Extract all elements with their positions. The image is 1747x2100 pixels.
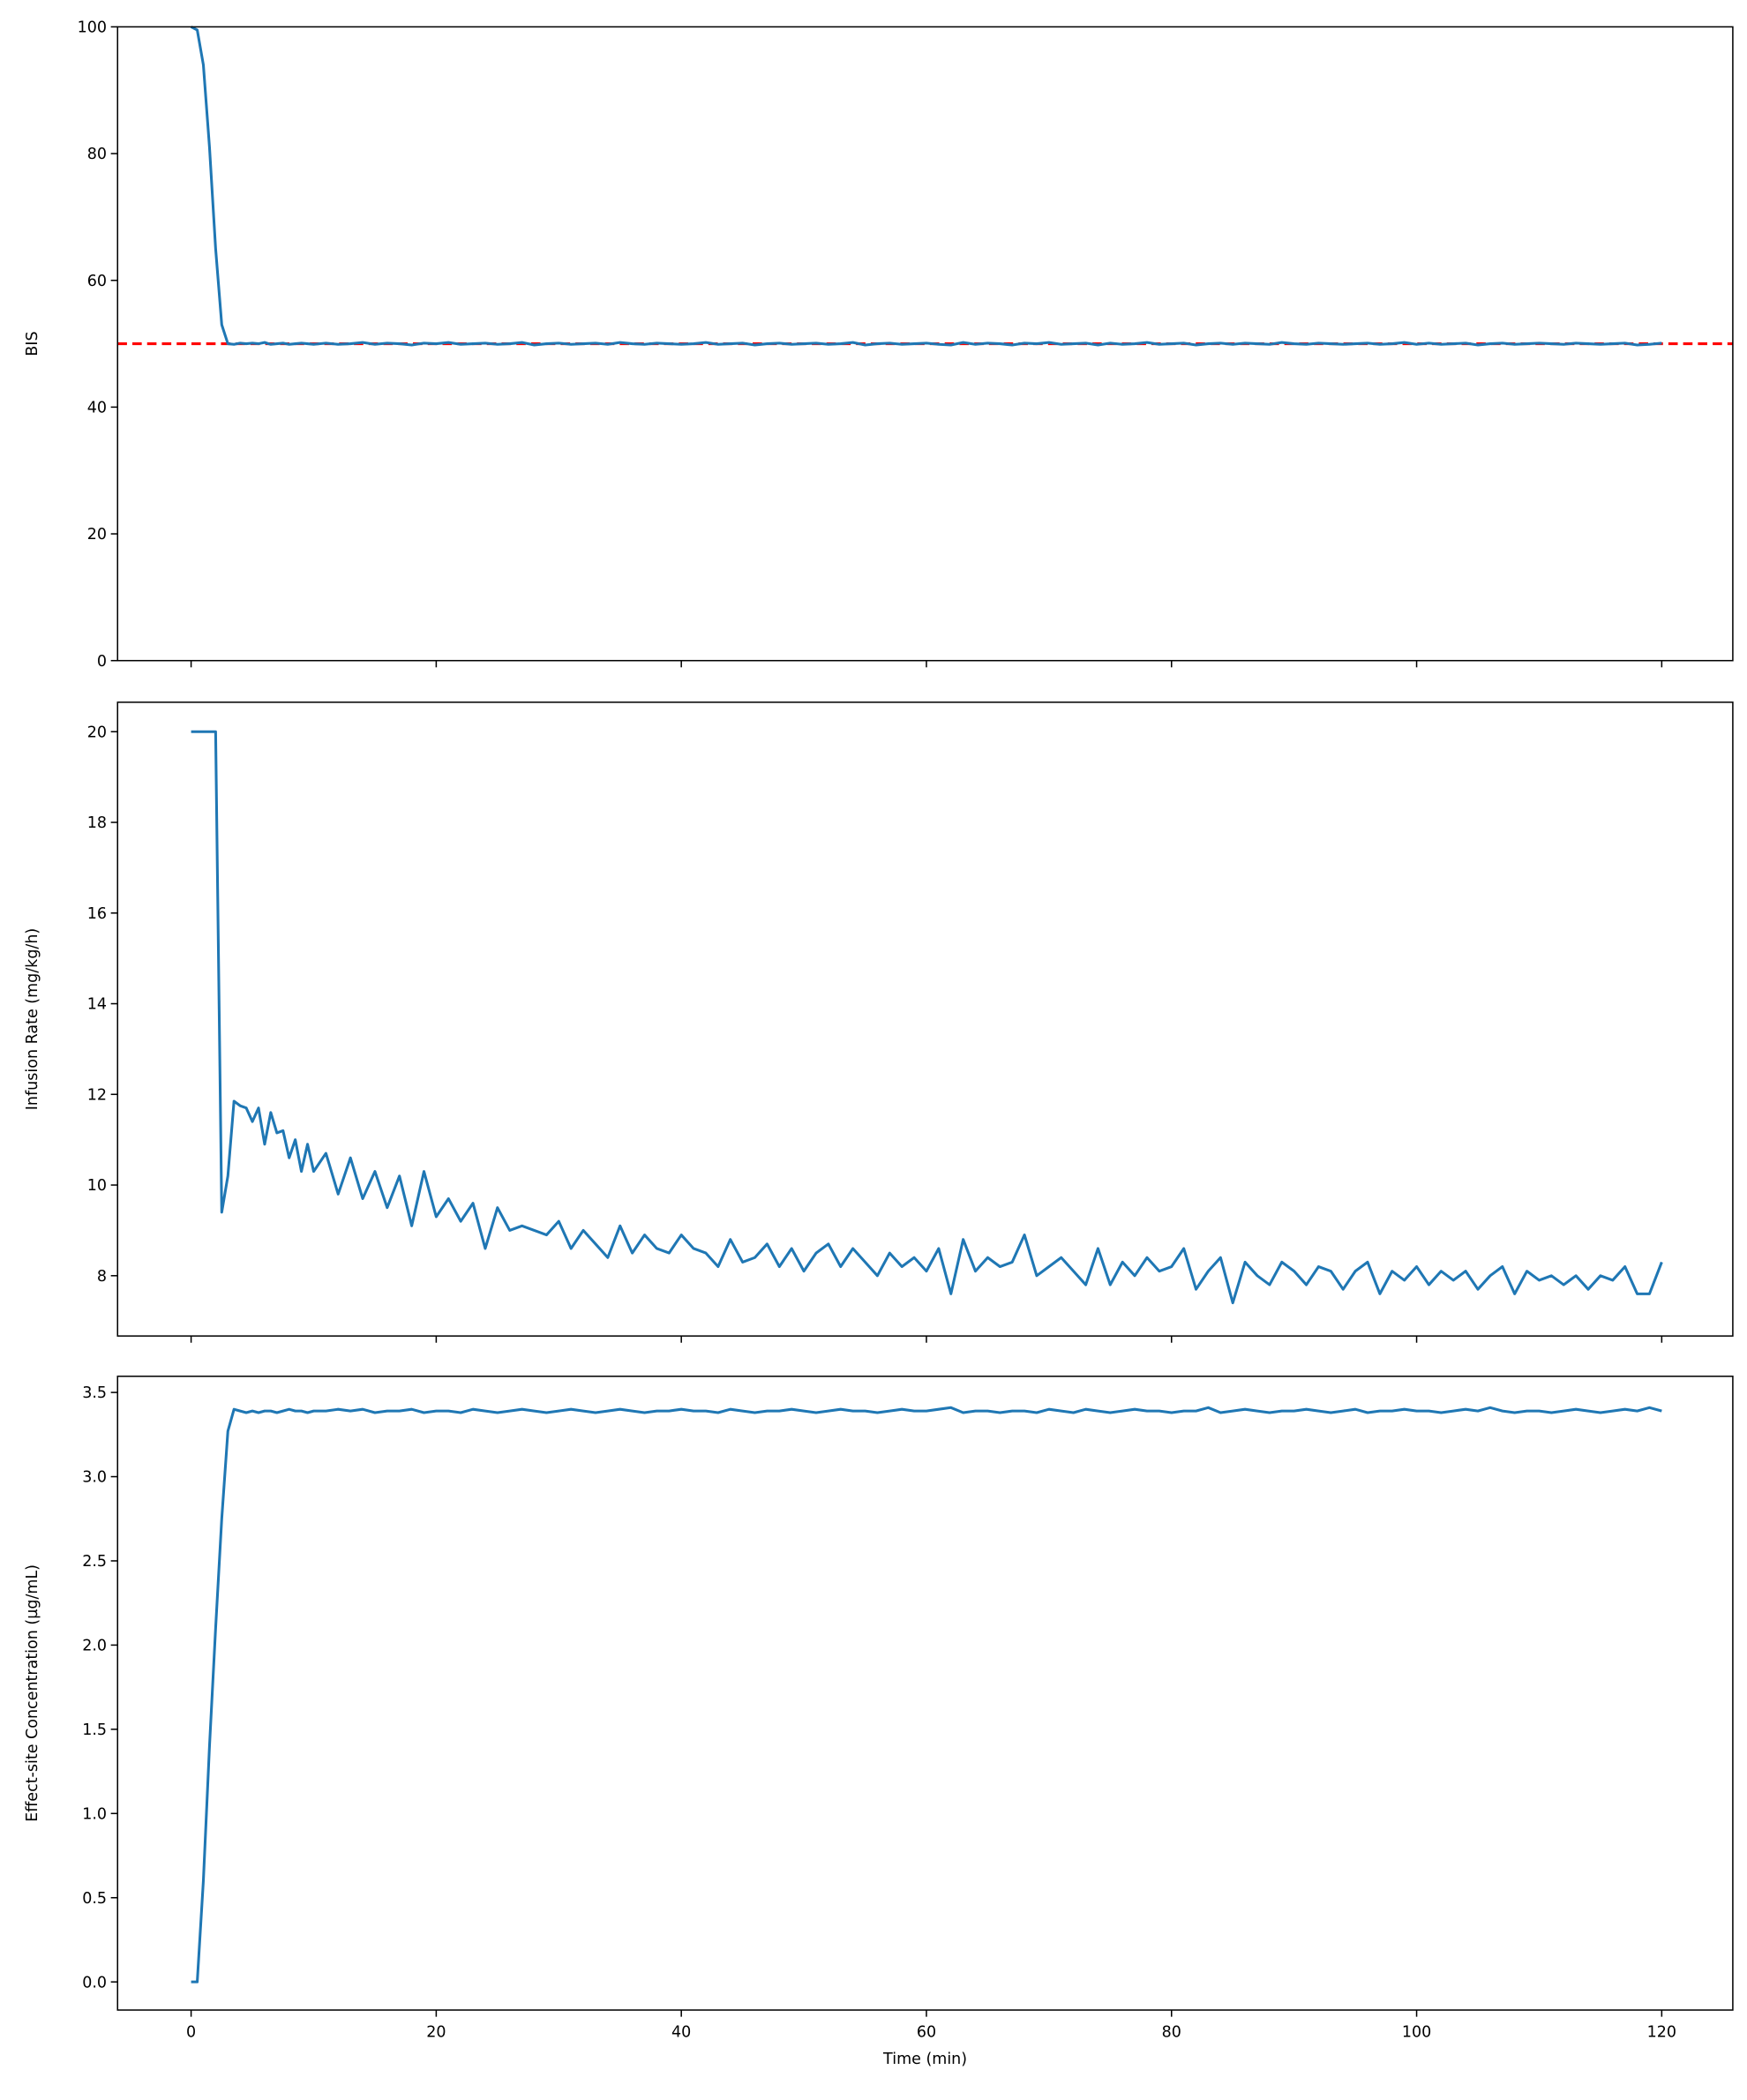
axes-frame [116,701,1734,1337]
y-tick-label: 12 [87,1086,107,1104]
y-tick-label: 40 [87,399,107,416]
y-tick-label: 8 [97,1268,107,1286]
axes-frame [116,1376,1734,2011]
x-tick-label: 120 [1647,2023,1676,2041]
x-tick-label: 0 [186,2023,196,2041]
x-tick-label: 100 [1402,2023,1431,2041]
y-tick-label: 18 [87,814,107,832]
y-tick-label: 20 [87,526,107,544]
y-tick-label: 14 [87,996,107,1014]
y-tick-label: 1.0 [82,1805,107,1823]
x-axis-label: Time (min) [882,2051,967,2068]
x-tick-label: 60 [917,2023,936,2041]
y-tick-label: 3.5 [82,1384,107,1402]
x-tick-label: 80 [1162,2023,1181,2041]
y-tick-label: 60 [87,273,107,290]
y-axis-label: BIS [24,331,41,356]
y-tick-label: 0.0 [82,1974,107,1991]
data-line [191,1406,1662,1984]
y-tick-label: 0.5 [82,1890,107,1908]
y-tick-label: 3.0 [82,1469,107,1487]
y-tick-label: 80 [87,146,107,163]
y-tick-label: 16 [87,905,107,923]
y-tick-label: 10 [87,1177,107,1195]
y-tick-label: 2.5 [82,1553,107,1571]
y-tick-label: 1.5 [82,1721,107,1739]
y-tick-label: 0 [97,653,107,671]
axes-frame [116,26,1734,662]
x-tick-label: 40 [671,2023,691,2041]
y-axis-label: Infusion Rate (mg/kg/h) [24,928,41,1110]
y-tick-label: 100 [78,19,107,37]
y-tick-label: 20 [87,724,107,741]
data-line [191,730,1663,1305]
x-tick-label: 20 [426,2023,446,2041]
y-tick-label: 2.0 [82,1638,107,1655]
data-line [190,26,1662,347]
y-axis-label: Effect-site Concentration (µg/mL) [24,1564,41,1822]
